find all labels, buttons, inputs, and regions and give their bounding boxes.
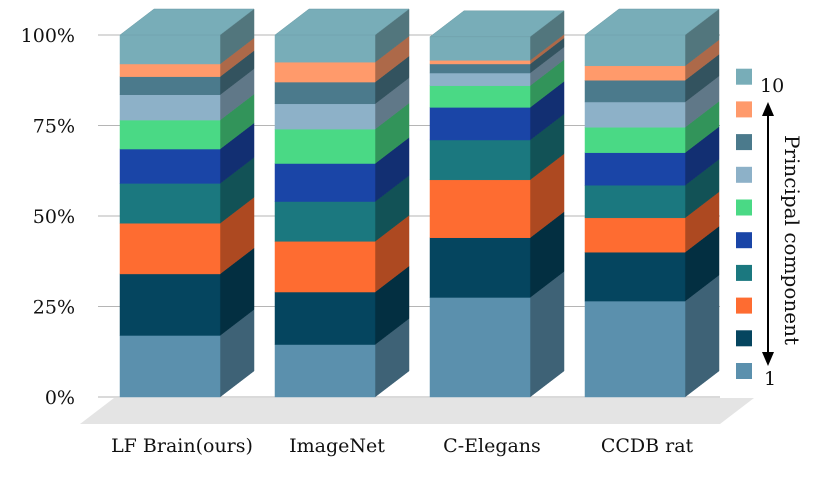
bar-segment-pc-2 (274, 291, 376, 345)
bar-segment-pc-4 (584, 184, 686, 219)
bar-segment-pc-8 (429, 63, 531, 74)
legend: 10 1 Principal component (736, 68, 804, 390)
chart-floor (80, 398, 754, 424)
bar-segment-pc-4 (429, 139, 531, 181)
bar-segment-pc-1 (429, 297, 531, 398)
bar-segment-pc-6 (274, 128, 376, 164)
bar-segment-pc-10 (274, 34, 376, 63)
bar-segment-pc-2 (119, 273, 221, 336)
bar-stack (119, 8, 255, 398)
y-tick-label: 100% (21, 25, 75, 47)
y-tick-label: 50% (33, 206, 75, 228)
category-label: C-Elegans (443, 435, 541, 457)
bar-segment-pc-7 (274, 103, 376, 130)
bars (119, 8, 720, 398)
bar-segment-pc-8 (119, 76, 221, 95)
y-tick-label: 75% (33, 116, 75, 138)
bar-segment-pc-1 (274, 344, 376, 398)
y-tick-label: 25% (33, 297, 75, 319)
bar-segment-pc-10 (119, 34, 221, 65)
category-label: ImageNet (289, 435, 385, 457)
bar-segment-pc-9 (119, 63, 221, 77)
bar-segment-pc-9 (584, 65, 686, 81)
bar-top-face (429, 10, 565, 38)
legend-bottom-label: 1 (764, 368, 776, 390)
legend-swatch-pc-9 (736, 101, 752, 118)
bar-segment-pc-2 (429, 237, 531, 298)
category-label: LF Brain(ours) (111, 435, 253, 457)
y-tick-label: 0% (45, 387, 75, 409)
bar-segment-pc-1 (584, 300, 686, 398)
bar-segment-pc-5 (274, 163, 376, 202)
bar-segment-pc-10 (429, 36, 531, 61)
legend-swatch-pc-5 (736, 232, 752, 249)
category-label: CCDB rat (601, 435, 694, 457)
bar-segment-pc-3 (274, 241, 376, 293)
bar-segment-pc-3 (429, 179, 531, 238)
legend-top-label: 10 (760, 75, 784, 97)
legend-swatch-pc-3 (736, 297, 752, 314)
bar-segment-pc-6 (119, 119, 221, 150)
bar-segment-pc-8 (584, 80, 686, 103)
bar-segment-pc-7 (429, 72, 531, 86)
legend-swatch-pc-8 (736, 134, 752, 151)
legend-title: Principal component (780, 135, 804, 345)
bar-top-face (274, 8, 410, 36)
bar-segment-pc-5 (119, 148, 221, 184)
floor-plane (80, 398, 754, 424)
bar-top-face (119, 8, 255, 36)
bar-segment-pc-3 (584, 217, 686, 253)
bar-segment-pc-4 (274, 201, 376, 242)
bar-segment-pc-9 (274, 61, 376, 83)
y-axis-tick-labels: 0% 25% 50% 75% 100% (21, 25, 75, 409)
bar-segment-pc-7 (584, 101, 686, 128)
bar-stack (429, 10, 565, 398)
bar-stack (584, 8, 720, 398)
bar-segment-pc-3 (119, 222, 221, 275)
legend-swatch-pc-2 (736, 330, 752, 347)
arrow-up-icon (762, 102, 774, 116)
bar-segment-pc-8 (274, 81, 376, 105)
bar-stack (274, 8, 410, 398)
bar-segment-pc-6 (584, 127, 686, 153)
bar-segment-pc-9 (429, 60, 531, 65)
bar-segment-pc-5 (584, 152, 686, 186)
bar-top-face (584, 8, 720, 36)
bar-segment-pc-6 (429, 85, 531, 108)
arrow-down-icon (762, 352, 774, 366)
bar-segment-pc-5 (429, 107, 531, 141)
legend-swatch-pc-6 (736, 199, 752, 216)
legend-swatch-pc-4 (736, 264, 752, 281)
bar-segment-pc-4 (119, 183, 221, 224)
bar-segment-pc-2 (584, 251, 686, 302)
legend-swatch-pc-7 (736, 166, 752, 183)
bar-segment-pc-7 (119, 94, 221, 121)
legend-swatch-pc-10 (736, 68, 752, 85)
category-labels: LF Brain(ours) ImageNet C-Elegans CCDB rat (111, 435, 693, 457)
bar-segment-pc-10 (584, 34, 686, 67)
legend-swatch-pc-1 (736, 363, 752, 379)
bar-segment-pc-1 (119, 335, 221, 398)
